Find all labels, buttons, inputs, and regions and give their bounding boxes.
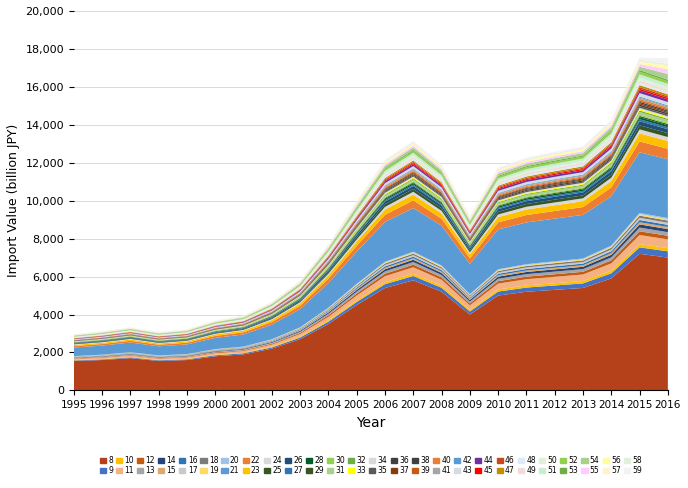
X-axis label: Year: Year — [356, 416, 385, 429]
Y-axis label: Import Value (billion JPY): Import Value (billion JPY) — [7, 124, 20, 277]
Legend: 8, 9, 10, 11, 12, 13, 14, 15, 16, 17, 18, 19, 20, 21, 22, 23, 24, 25, 26, 27, 28: 8, 9, 10, 11, 12, 13, 14, 15, 16, 17, 18… — [98, 455, 643, 477]
